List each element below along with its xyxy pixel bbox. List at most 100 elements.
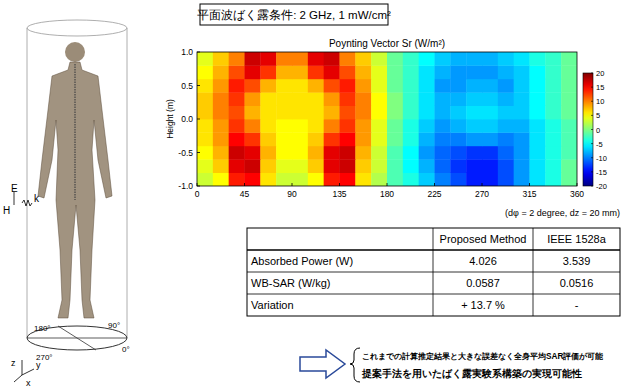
cell (450, 132, 466, 146)
cylinder-side (27, 28, 28, 338)
cell (355, 52, 371, 66)
cell (482, 79, 498, 93)
table-cell: 0.0516 (560, 277, 594, 289)
cells (197, 52, 577, 186)
field-label: k (34, 193, 40, 204)
cell (435, 79, 451, 93)
y-tick (197, 52, 200, 53)
cell (213, 52, 229, 66)
cell (530, 52, 546, 66)
table-header: Proposed Method (440, 233, 527, 245)
cell (276, 146, 292, 160)
cell (561, 173, 577, 186)
cell (419, 79, 435, 93)
cell (340, 52, 356, 66)
cell (514, 92, 530, 106)
cell (355, 146, 371, 160)
cell (419, 119, 435, 133)
table-frame (247, 228, 620, 316)
cell (371, 52, 387, 66)
colorbar-tick-label: -15 (596, 168, 607, 177)
colorbar-tick-label: 0 (596, 126, 600, 135)
cell (324, 146, 340, 160)
cell (197, 159, 213, 173)
cell (371, 106, 387, 120)
colorbar-tick (591, 87, 593, 88)
cell (387, 92, 403, 106)
cell (498, 79, 514, 93)
cell (371, 159, 387, 173)
cell (514, 132, 530, 146)
y-tick (197, 152, 200, 153)
cell (435, 106, 451, 120)
cell (530, 132, 546, 146)
cell (482, 119, 498, 133)
cell (229, 79, 245, 93)
colorbar-tick (591, 129, 593, 130)
cell (545, 92, 561, 106)
cell (308, 79, 324, 93)
cell (482, 146, 498, 160)
colorbar-tick (591, 101, 593, 102)
header: 平面波ばく露条件: 2 GHz, 1 mW/cm² (197, 4, 391, 25)
cell (482, 132, 498, 146)
x-tick-label: 90 (287, 189, 297, 199)
x-tick-label: 45 (240, 189, 250, 199)
cell (197, 65, 213, 79)
cell (340, 79, 356, 93)
cell (324, 173, 340, 186)
cell (403, 65, 419, 79)
cell (387, 52, 403, 66)
cell (419, 65, 435, 79)
angle-line (58, 326, 96, 350)
cell (197, 119, 213, 133)
cell (229, 146, 245, 160)
cell (403, 52, 419, 66)
table-rule (533, 228, 534, 316)
cell (340, 173, 356, 186)
cell (466, 146, 482, 160)
y-axis-title: Height (m) (165, 99, 175, 139)
cell (450, 146, 466, 160)
y-tick (197, 85, 200, 86)
angle-label: 90° (108, 321, 120, 330)
cell (324, 52, 340, 66)
cell (260, 106, 276, 120)
x-tick (434, 183, 435, 186)
cell (324, 132, 340, 146)
x-tick-label: 360 (570, 189, 584, 199)
cell (498, 92, 514, 106)
cell (308, 92, 324, 106)
cell (292, 132, 308, 146)
cell (355, 65, 371, 79)
cell (387, 65, 403, 79)
cell (355, 132, 371, 146)
cell (340, 106, 356, 120)
cell (197, 132, 213, 146)
cell (498, 132, 514, 146)
axis-arrow (14, 375, 22, 382)
colorbar-tick-label: -20 (596, 182, 607, 191)
cell (403, 106, 419, 120)
cell (260, 52, 276, 66)
cell (324, 119, 340, 133)
cell (387, 132, 403, 146)
y-tick-label: 0.0 (181, 114, 193, 124)
table-rule (433, 228, 434, 316)
x-tick-label: 225 (427, 189, 441, 199)
cell (419, 146, 435, 160)
cell (292, 106, 308, 120)
cell (530, 146, 546, 160)
colorbar-tick (591, 73, 593, 74)
cell (482, 173, 498, 186)
cell (260, 173, 276, 186)
table-rule (247, 249, 620, 250)
cell (545, 159, 561, 173)
conclusion: これまでの計算推定結果と大きな誤差なく全身平均SAR評価が可能 (362, 351, 604, 361)
cell (435, 92, 451, 106)
cell (213, 65, 229, 79)
colorbar-tick (591, 115, 593, 116)
colorbar-tick-label: 15 (596, 83, 604, 92)
cell (466, 159, 482, 173)
cell (514, 146, 530, 160)
